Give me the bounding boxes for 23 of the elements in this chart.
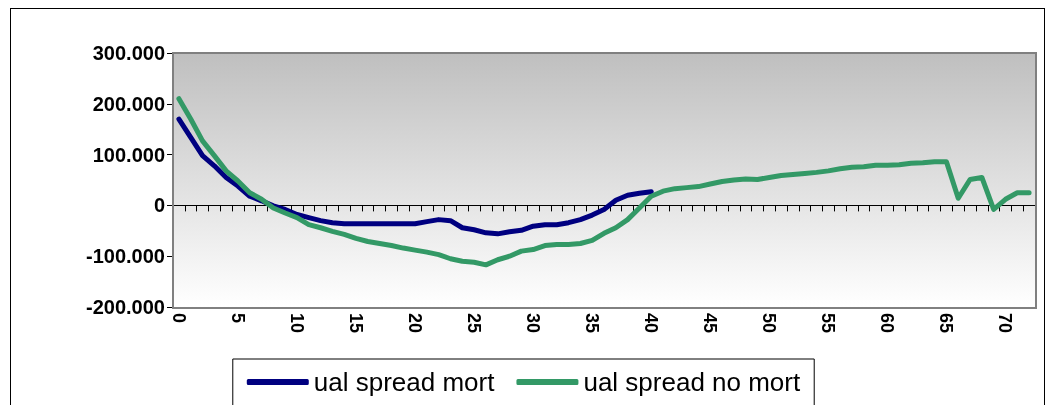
x-tick-label: 45: [700, 313, 721, 334]
y-tick-label: -200.000: [86, 296, 165, 318]
y-tick-label: 200.000: [92, 92, 165, 115]
x-tick-label: 60: [877, 313, 898, 334]
x-tick-label: 30: [523, 313, 544, 334]
x-tick-label: 5: [227, 313, 248, 324]
y-tick-label: -100.000: [86, 245, 165, 268]
x-tick-label: 15: [346, 313, 367, 334]
y-tick-label: 100.000: [92, 143, 165, 166]
legend-label: ual spread no mort: [583, 367, 801, 397]
x-tick-label: 0: [168, 313, 189, 324]
legend-label: ual spread mort: [313, 367, 496, 397]
x-tick-label: 20: [405, 313, 426, 334]
y-tick-label: 0: [153, 194, 165, 217]
x-tick-label: 25: [464, 313, 485, 334]
x-tick-label: 35: [582, 313, 603, 334]
x-tick-label: 55: [818, 313, 839, 334]
x-tick-label: 50: [759, 313, 780, 334]
x-tick-label: 40: [641, 313, 662, 334]
x-tick-label: 65: [936, 313, 957, 334]
x-tick-label: 10: [286, 313, 307, 334]
y-tick-label: 300.000: [92, 42, 165, 64]
x-tick-label: 70: [995, 313, 1016, 334]
